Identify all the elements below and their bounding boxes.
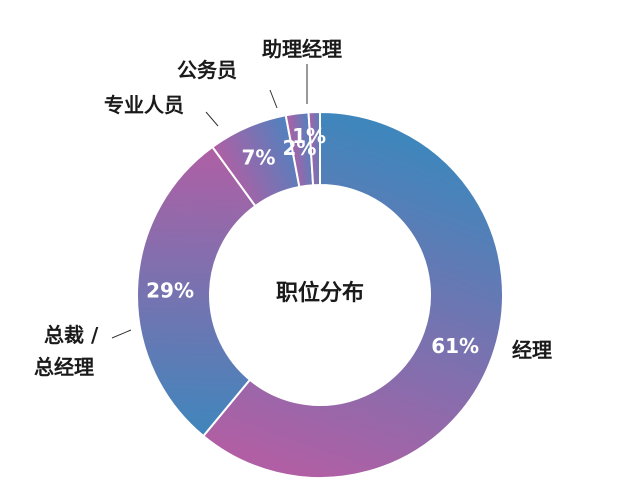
chart-title: 职位分布 bbox=[276, 280, 364, 306]
category-label-assistant-manager: 助理经理 bbox=[262, 37, 342, 61]
slice-percent-label: 2% bbox=[282, 136, 316, 160]
donut-slices bbox=[136, 110, 504, 479]
category-label-civil-servant: 公务员 bbox=[177, 58, 237, 82]
slice-percent-label: 7% bbox=[241, 145, 275, 169]
leader-line bbox=[205, 111, 219, 127]
slice-percent-label: 61% bbox=[431, 334, 479, 358]
category-label-manager: 经理 bbox=[512, 338, 552, 362]
slice-percent-label: 1% bbox=[292, 124, 326, 148]
slice-percent-labels: 61% 29% 7% 2%1% bbox=[146, 124, 479, 358]
leader-line bbox=[111, 329, 132, 339]
slice-percent-label: 29% bbox=[146, 278, 194, 302]
category-label-president-line2: 总经理 bbox=[34, 355, 94, 379]
category-label-president-line1: 总裁 / bbox=[44, 323, 99, 347]
donut-slice bbox=[201, 110, 504, 479]
category-label-professional: 专业人员 bbox=[104, 93, 184, 117]
leader-lines bbox=[111, 64, 308, 339]
donut-slice bbox=[307, 110, 321, 187]
leader-line bbox=[269, 89, 278, 109]
donut-slice bbox=[136, 145, 257, 438]
